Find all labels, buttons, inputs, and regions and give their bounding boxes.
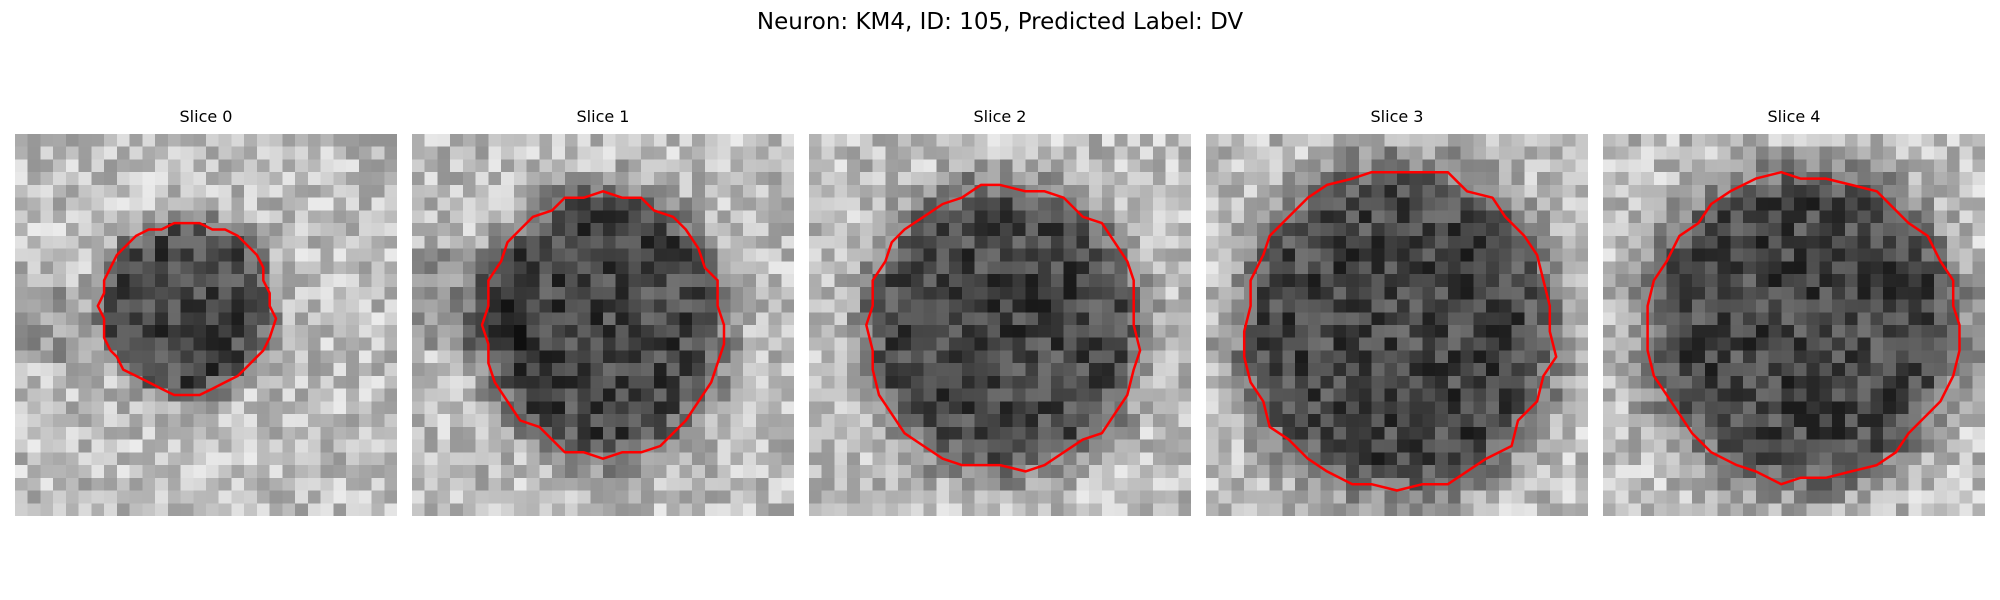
slice-title: Slice 1: [576, 107, 630, 126]
microscopy-image: [15, 134, 397, 516]
contour-line: [865, 183, 1142, 473]
figure-title: Neuron: KM4, ID: 105, Predicted Label: D…: [756, 9, 1244, 35]
slice-title: Slice 2: [973, 107, 1027, 126]
contour-line: [1646, 170, 1961, 486]
contour-line: [1242, 170, 1558, 492]
slice-image: [1603, 134, 1985, 516]
slice-title: Slice 0: [179, 107, 233, 126]
microscopy-image: [809, 134, 1191, 516]
contour-line: [96, 221, 278, 397]
neuron-contour: [480, 190, 726, 460]
neuron-contour: [1646, 170, 1961, 486]
contour-line: [480, 190, 726, 460]
slice-image: [412, 134, 794, 516]
slice-title: Slice 4: [1767, 107, 1821, 126]
microscopy-image: [1206, 134, 1588, 516]
slice-image: [809, 134, 1191, 516]
neuron-contour: [1242, 170, 1558, 492]
slice-title: Slice 3: [1370, 107, 1424, 126]
slice-image: [15, 134, 397, 516]
microscopy-image: [412, 134, 794, 516]
slice-image: [1206, 134, 1588, 516]
neuron-contour: [96, 221, 278, 397]
neuron-contour: [865, 183, 1142, 473]
microscopy-image: [1603, 134, 1985, 516]
